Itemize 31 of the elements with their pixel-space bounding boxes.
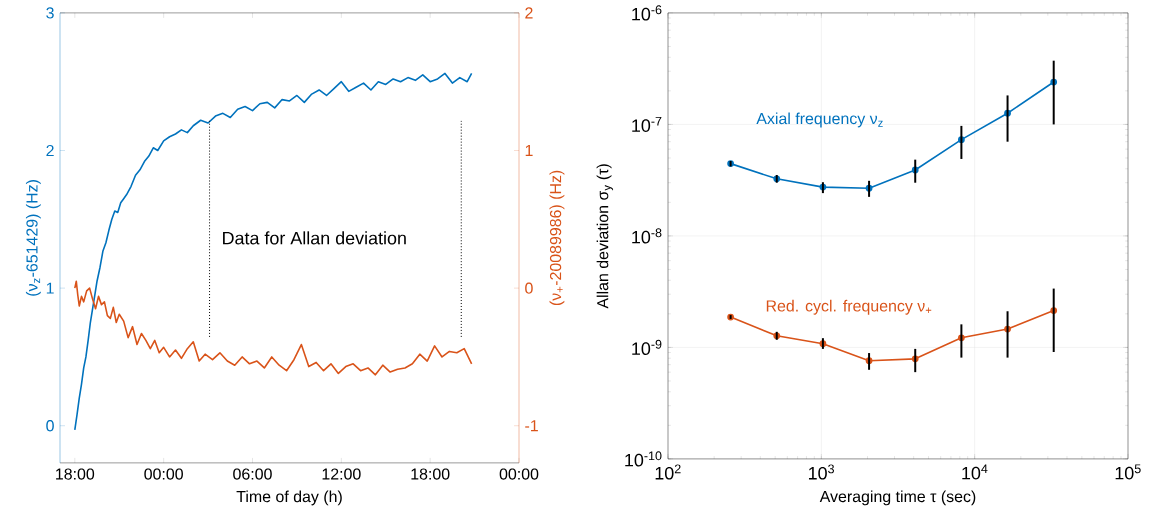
y-tick-label: 10$^{-6}$ bbox=[632, 5, 662, 21]
annotation: Data for Allan deviation bbox=[223, 231, 406, 245]
series-label: Red. cycl. frequency ν$_{+}$ bbox=[766, 299, 932, 315]
text: Axial frequency ν$_{z}$ bbox=[756, 112, 883, 128]
x-tick-label: 10$^{3}$ bbox=[808, 464, 834, 480]
y-tick-label: 0 bbox=[46, 420, 54, 432]
y2-tick-label: 0 bbox=[525, 282, 533, 294]
x-tick-label: 00:00 bbox=[499, 468, 539, 480]
x-axis-title: Time of day (h) bbox=[236, 490, 342, 506]
x-tick-label: 18:00 bbox=[411, 468, 450, 480]
y-tick-label: 3 bbox=[46, 7, 54, 19]
y-tick-label: 2 bbox=[46, 145, 54, 157]
y-tick-label: 10$^{-7}$ bbox=[632, 116, 662, 132]
y-tick-label: 10$^{-9}$ bbox=[632, 339, 662, 356]
x-tick-label: 10$^{2}$ bbox=[655, 464, 681, 480]
y-tick-label: 10$^{-10}$ bbox=[625, 451, 662, 467]
x-tick-label: 06:00 bbox=[233, 468, 272, 480]
y-tick-label: 1 bbox=[46, 282, 54, 294]
y2-axis-title: (ν$_{+}$-20089986) (Hz) bbox=[549, 170, 565, 306]
x-tick-label: 10$^{5}$ bbox=[1115, 464, 1141, 480]
y2-tick-label: 2 bbox=[525, 7, 533, 19]
x-axis-title: Averaging time τ (sec) bbox=[819, 490, 976, 506]
y-axis-title: Allan deviation σ$_{y}$ (τ) bbox=[596, 164, 614, 309]
y-tick-label: 10$^{-8}$ bbox=[632, 228, 662, 244]
x-tick-label: 12:00 bbox=[322, 468, 361, 480]
y-axis-title: (ν$_{z}$-651429) (Hz) bbox=[25, 180, 41, 296]
x-tick-label: 10$^{4}$ bbox=[962, 464, 988, 480]
x-tick-label: 00:00 bbox=[144, 468, 183, 480]
x-tick-label: 18:00 bbox=[56, 468, 95, 480]
y2-tick-label: -1 bbox=[525, 420, 538, 432]
y2-tick-label: 1 bbox=[525, 145, 533, 157]
